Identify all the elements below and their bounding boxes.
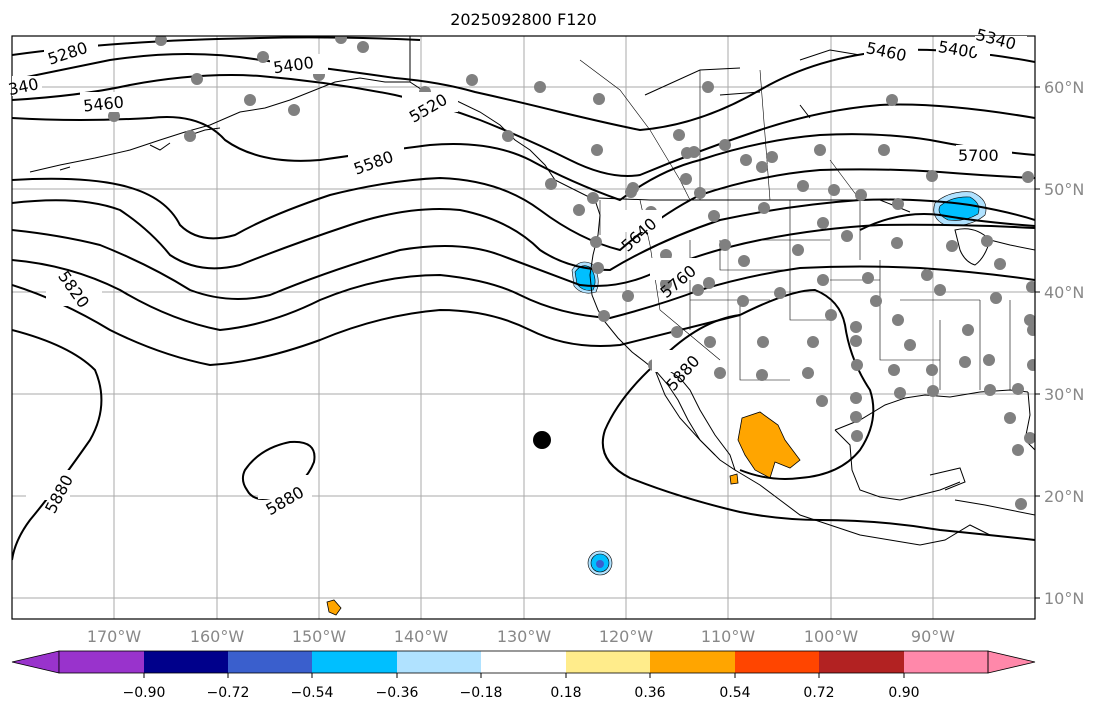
- colorbar-swatch: [566, 651, 650, 673]
- colorbar-extend-low: [11, 650, 60, 674]
- colorbar-swatch: [312, 651, 397, 673]
- colorbar-swatch: [59, 651, 144, 673]
- stations: [108, 36, 1035, 510]
- lat-label: 60°N: [1044, 78, 1084, 97]
- storm-marker: [533, 431, 551, 449]
- colorbar-swatch: [144, 651, 228, 673]
- colorbar-tick-label: −0.72: [207, 685, 250, 701]
- colorbar-tick-label: 0.54: [719, 685, 750, 701]
- lon-label: 110°W: [701, 627, 756, 646]
- colorbar-tick-label: 0.90: [888, 685, 919, 701]
- colorbar-tick-label: 0.36: [634, 685, 665, 701]
- colorbar-tick-label: −0.18: [460, 685, 503, 701]
- colorbar-swatch: [397, 651, 481, 673]
- longitude-labels: 170°W 160°W 150°W 140°W 130°W 120°W 110°…: [87, 627, 955, 646]
- colorbar-swatch: [904, 651, 988, 673]
- colorbar-tick-label: 0.18: [550, 685, 581, 701]
- lat-label: 50°N: [1044, 180, 1084, 199]
- latitude-labels: 60°N 50°N 40°N 30°N 20°N 10°N: [1035, 78, 1084, 608]
- contour-label: 5460: [82, 92, 124, 115]
- lat-label: 40°N: [1044, 283, 1084, 302]
- contour-label: 5700: [958, 146, 999, 165]
- lon-label: 150°W: [292, 627, 347, 646]
- map-title: 2025092800 F120: [450, 10, 597, 29]
- lat-label: 20°N: [1044, 487, 1084, 506]
- lon-label: 100°W: [804, 627, 859, 646]
- lon-label: 130°W: [497, 627, 552, 646]
- lat-label: 30°N: [1044, 385, 1084, 404]
- map-frame: [11, 35, 1036, 620]
- colorbar: −0.90 −0.72 −0.54 −0.36 −0.18 0.18 0.36 …: [11, 650, 1036, 701]
- colorbar-extend-high: [987, 650, 1036, 674]
- lon-label: 90°W: [911, 627, 955, 646]
- height-contours: [12, 36, 1035, 561]
- colorbar-swatch: [819, 651, 904, 673]
- colorbar-tick-label: −0.90: [123, 685, 166, 701]
- lon-label: 140°W: [394, 627, 449, 646]
- lon-label: 120°W: [599, 627, 654, 646]
- lon-label: 170°W: [87, 627, 142, 646]
- colorbar-swatch: [481, 651, 566, 673]
- lon-label: 160°W: [190, 627, 245, 646]
- colorbar-swatch: [735, 651, 819, 673]
- colorbar-swatch: [228, 651, 312, 673]
- colorbar-tick-label: −0.36: [376, 685, 419, 701]
- lat-label: 10°N: [1044, 589, 1084, 608]
- contour-labels: 5280 5400 5460 5520 5580 5640 5760 5820 …: [6, 25, 1027, 519]
- political-borders: [579, 59, 1011, 390]
- colorbar-tick-label: −0.54: [291, 685, 334, 701]
- colorbar-tick-label: 0.72: [803, 685, 834, 701]
- colorbar-swatch: [650, 651, 735, 673]
- graticule: [12, 36, 1035, 619]
